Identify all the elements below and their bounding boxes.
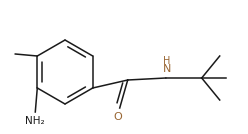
Text: H: H — [163, 56, 170, 66]
Text: O: O — [113, 112, 122, 122]
Text: N: N — [162, 64, 171, 74]
Text: NH₂: NH₂ — [26, 116, 45, 126]
